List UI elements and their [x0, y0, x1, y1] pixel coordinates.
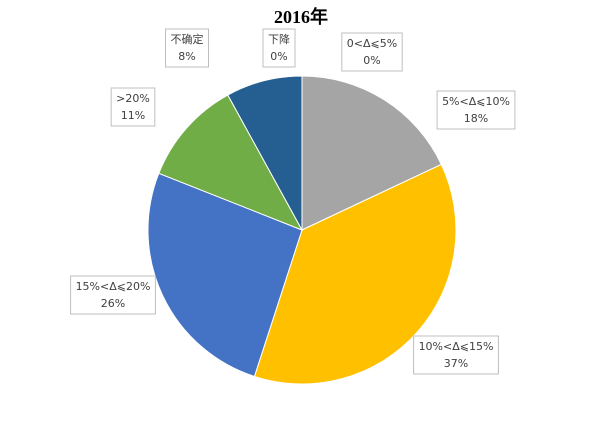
slice-label: 不确定 — [171, 32, 204, 46]
slice-value-label: 18% — [464, 112, 488, 125]
slice-value-label: 37% — [444, 357, 468, 370]
slice-label: >20% — [116, 92, 150, 105]
label-box — [262, 28, 296, 68]
slice-label: 15%<Δ⩽20% — [76, 280, 151, 293]
label-box — [70, 275, 156, 315]
slice-label: 10%<Δ⩽15% — [419, 340, 494, 353]
pie-slice — [253, 163, 457, 385]
pie-slice — [301, 75, 443, 231]
label-box — [436, 90, 516, 130]
pie-slice — [227, 75, 303, 231]
slice-label: 0<Δ⩽5% — [347, 37, 397, 50]
slice-value-label: 0% — [363, 54, 380, 67]
pie-slice — [147, 172, 303, 378]
slice-value-label: 8% — [178, 50, 195, 63]
slice-label: 5%<Δ⩽10% — [442, 95, 510, 108]
chart-title: 2016年 — [274, 6, 328, 27]
label-box — [165, 28, 209, 68]
slice-value-label: 26% — [101, 297, 125, 310]
pie-slice — [158, 94, 304, 231]
slice-value-label: 0% — [270, 50, 287, 63]
slice-label: 下降 — [268, 32, 290, 46]
slice-value-label: 11% — [121, 109, 145, 122]
label-box — [341, 32, 403, 72]
label-box — [413, 335, 499, 375]
label-box — [110, 87, 156, 127]
